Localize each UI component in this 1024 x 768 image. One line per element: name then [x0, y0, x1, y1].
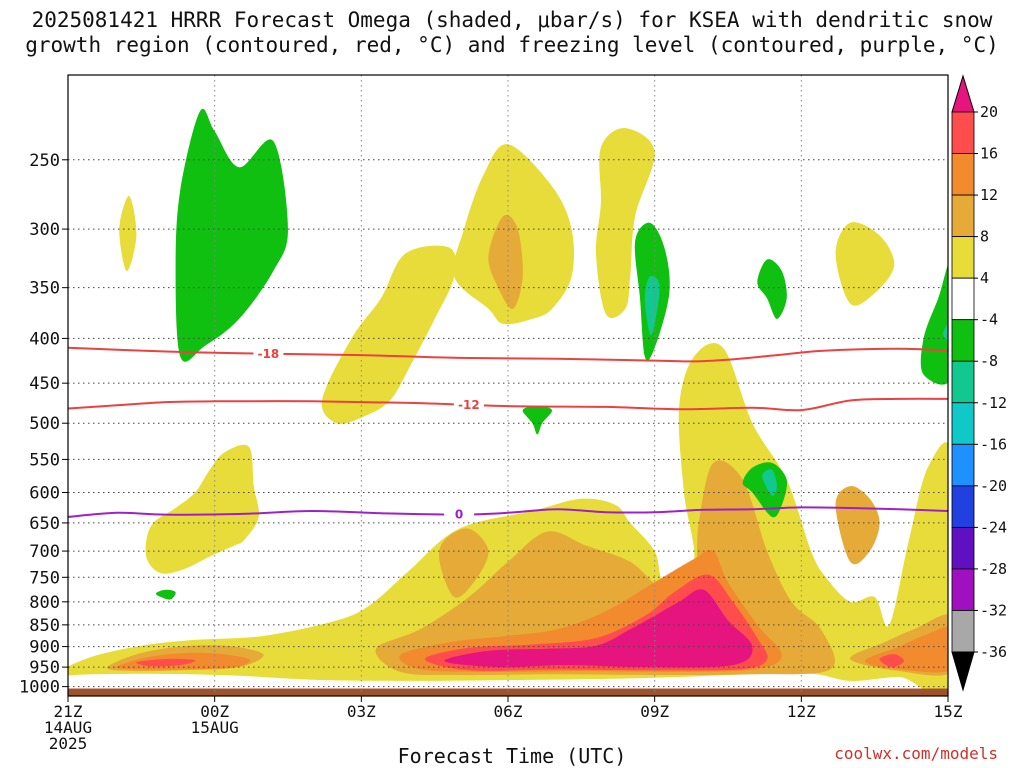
colorbar-segment-1 — [951, 153, 975, 196]
contour-line-0 — [68, 346, 948, 363]
plot-area: -18 -12 0 — [67, 75, 949, 696]
y-tick-label-450: 450 — [29, 374, 60, 394]
omega-region-5 — [119, 195, 137, 272]
credit-text: coolwx.com/models — [834, 744, 998, 763]
ground-strip — [68, 688, 948, 696]
contour-label-bg-2 — [444, 507, 475, 522]
x-tick-label-6-0: 03Z — [347, 702, 376, 721]
y-tick-label-850: 850 — [29, 616, 60, 636]
colorbar-segment-2 — [951, 194, 975, 238]
omega-region-4 — [595, 128, 655, 319]
y-tick-label-700: 700 — [29, 542, 60, 562]
colorbar-label-0: 20 — [980, 103, 998, 121]
y-tick-label-400: 400 — [29, 329, 60, 349]
omega-region-29 — [943, 323, 948, 342]
colorbar-segment-7 — [951, 402, 975, 445]
omega-region-26 — [155, 589, 176, 600]
y-tick-label-500: 500 — [29, 414, 60, 434]
colorbar-segment-6 — [951, 360, 975, 404]
x-tick-label-0-2: 2025 — [49, 734, 88, 753]
contour-line-1 — [68, 397, 948, 412]
contour-label-0: -18 — [258, 347, 280, 361]
colorbar-segment-12 — [951, 610, 975, 653]
colorbar-top-arrow — [951, 74, 975, 113]
colorbar-label-10: -24 — [980, 518, 1007, 536]
colorbar-segment-5 — [951, 319, 975, 362]
x-tick-label-0-1: 14AUG — [44, 718, 92, 737]
omega-region-28 — [762, 469, 777, 496]
colorbar-segment-3 — [951, 236, 975, 279]
omega-region-20 — [175, 108, 288, 362]
colorbar-label-2: 12 — [980, 186, 998, 204]
y-tick-label-650: 650 — [29, 514, 60, 534]
axes: 2503003504004505005506006507007508008509… — [19, 74, 963, 753]
colorbar-label-13: -36 — [980, 643, 1007, 661]
colorbar-label-7: -12 — [980, 394, 1007, 412]
colorbar-bottom-arrow — [951, 651, 975, 692]
y-tick-label-550: 550 — [29, 450, 60, 470]
colorbar-label-12: -32 — [980, 601, 1007, 619]
contour-label-1: -12 — [458, 398, 480, 412]
colorbar-segment-10 — [951, 526, 975, 570]
omega-region-23 — [920, 264, 948, 385]
y-tick-label-1000: 1000 — [19, 678, 60, 698]
omega-region-9 — [438, 528, 489, 598]
y-tick-label-600: 600 — [29, 483, 60, 503]
colorbar-label-5: -4 — [980, 311, 998, 329]
x-axis-title: Forecast Time (UTC) — [397, 744, 627, 768]
contour-line-2 — [68, 506, 948, 518]
y-tick-label-750: 750 — [29, 568, 60, 588]
x-tick-label-12-0: 09Z — [640, 702, 669, 721]
colorbar: 20 16 12 8 4 -4 -8 -12 -16 -20 -24 -28 -32 -36 — [951, 74, 1007, 692]
y-tick-label-900: 900 — [29, 638, 60, 658]
colorbar-label-1: 16 — [980, 145, 998, 163]
contour-label-bg-1 — [453, 397, 484, 412]
x-tick-label-0-0: 21Z — [54, 702, 83, 721]
chart-title-line-2: growth region (contoured, red, °C) and f… — [25, 33, 999, 57]
omega-region-18 — [879, 654, 905, 668]
colorbar-segment-8 — [951, 443, 975, 487]
y-tick-label-300: 300 — [29, 220, 60, 240]
x-tick-label-18-0: 15Z — [934, 702, 963, 721]
omega-region-16 — [136, 658, 196, 667]
chart-title-line-1: 2025081421 HRRR Forecast Omega (shaded, … — [31, 8, 993, 32]
omega-region-6 — [835, 222, 895, 306]
colorbar-label-4: 4 — [980, 269, 989, 287]
colorbar-label-8: -16 — [980, 435, 1007, 453]
y-tick-label-800: 800 — [29, 593, 60, 613]
colorbar-label-6: -8 — [980, 352, 998, 370]
colorbar-segment-4 — [951, 277, 975, 321]
contour-label-bg-0 — [253, 346, 284, 361]
y-tick-label-250: 250 — [29, 151, 60, 171]
omega-region-25 — [522, 406, 553, 435]
colorbar-segment-9 — [951, 485, 975, 528]
colorbar-segment-11 — [951, 568, 975, 611]
y-tick-label-950: 950 — [29, 658, 60, 678]
x-tick-label-9-0: 06Z — [494, 702, 523, 721]
omega-region-1 — [145, 444, 260, 574]
omega-region-24 — [742, 462, 788, 518]
omega-region-12 — [488, 214, 523, 309]
y-tick-label-350: 350 — [29, 279, 60, 299]
omega-region-27 — [644, 275, 660, 336]
omega-region-2 — [321, 245, 456, 424]
colorbar-segment-0 — [951, 111, 975, 154]
omega-fills — [68, 108, 948, 696]
x-tick-label-3-1: 15AUG — [191, 718, 239, 737]
x-tick-label-3-0: 00Z — [200, 702, 229, 721]
colorbar-label-11: -28 — [980, 560, 1007, 578]
temperature-contours: -18 -12 0 — [68, 346, 948, 522]
contour-label-2: 0 — [455, 508, 463, 522]
omega-region-19 — [444, 589, 753, 668]
omega-region-10 — [835, 486, 880, 565]
colorbar-label-9: -20 — [980, 477, 1007, 495]
x-tick-label-15-0: 12Z — [787, 702, 816, 721]
omega-region-22 — [757, 259, 787, 319]
colorbar-label-3: 8 — [980, 228, 989, 246]
